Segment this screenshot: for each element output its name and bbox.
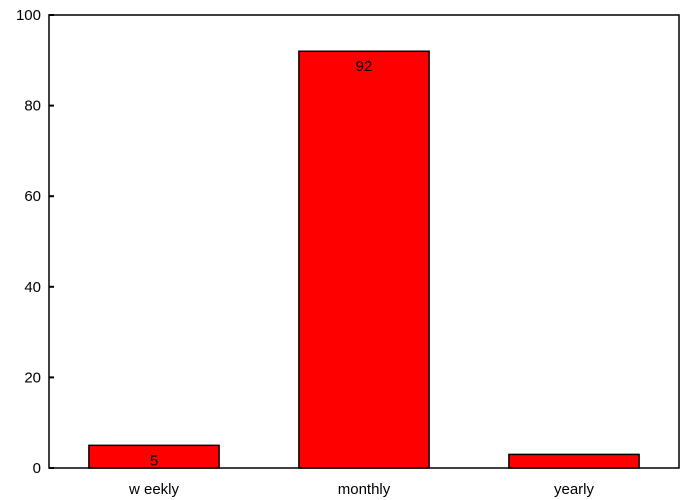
y-tick-label: 100 (16, 7, 41, 24)
x-axis: w eekly monthly yearly (128, 463, 595, 498)
bar-monthly (298, 50, 430, 469)
x-tick-label: monthly (338, 481, 391, 498)
bar-data-label: 92 (356, 58, 373, 75)
y-tick-label: 60 (24, 188, 41, 205)
bar-data-labels: 5 92 (150, 58, 373, 469)
bar-data-label: 5 (150, 452, 158, 469)
x-tick-label: w eekly (128, 481, 180, 498)
bar-weekly (88, 444, 220, 469)
y-tick-label: 40 (24, 279, 41, 296)
y-tick-label: 20 (24, 369, 41, 386)
y-tick-label: 0 (33, 460, 41, 477)
x-tick-label: yearly (554, 481, 595, 498)
bars (88, 50, 640, 469)
y-tick-label: 80 (24, 98, 41, 115)
y-axis: 0 20 40 60 80 100 (16, 7, 54, 477)
bar-yearly (508, 453, 640, 469)
